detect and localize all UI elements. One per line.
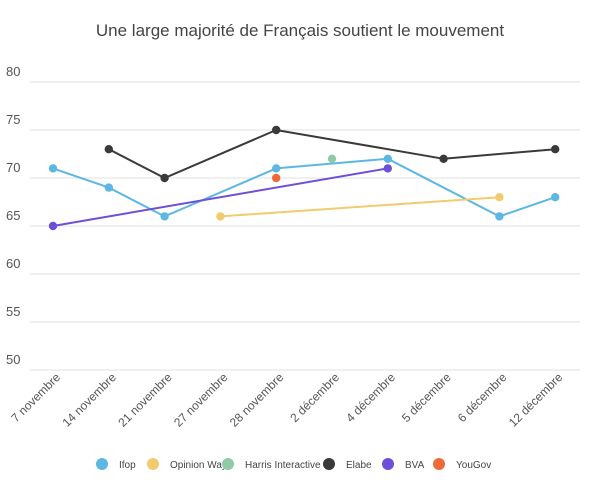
legend-marker bbox=[222, 458, 234, 470]
data-point-ifop[interactable] bbox=[104, 183, 114, 192]
data-point-bva[interactable] bbox=[383, 164, 392, 173]
legend-label: Elabe bbox=[346, 460, 372, 471]
y-tick-label: 50 bbox=[6, 352, 20, 367]
series-elabe bbox=[104, 125, 560, 183]
legend-label: BVA bbox=[405, 460, 425, 471]
series-opinion-way bbox=[216, 193, 504, 221]
data-point-elabe[interactable] bbox=[104, 145, 114, 154]
x-tick-label: 14 novembre bbox=[59, 370, 119, 430]
series-line-elabe bbox=[108, 128, 556, 180]
y-tick-label: 75 bbox=[6, 112, 20, 127]
data-point-opinion-way[interactable] bbox=[495, 193, 504, 202]
y-axis: 50 55 60 65 70 75 80 bbox=[6, 64, 20, 367]
x-tick-label: 27 novembre bbox=[171, 370, 231, 430]
legend-label: Opinion Way bbox=[170, 460, 227, 471]
data-point-elabe[interactable] bbox=[551, 145, 560, 154]
legend-item[interactable]: Opinion Way bbox=[147, 458, 227, 471]
series-bva bbox=[48, 164, 392, 231]
data-point-ifop[interactable] bbox=[272, 164, 281, 173]
y-tick-label: 60 bbox=[6, 256, 20, 271]
legend-marker bbox=[96, 458, 108, 470]
data-point-ifop[interactable] bbox=[160, 212, 169, 221]
data-point-elabe[interactable] bbox=[160, 173, 169, 183]
series-line-ifop bbox=[52, 157, 556, 218]
x-tick-label: 28 novembre bbox=[227, 370, 287, 430]
data-point-opinion-way[interactable] bbox=[216, 212, 225, 221]
series-yougov bbox=[272, 173, 281, 183]
series-line-opinion-way bbox=[220, 196, 500, 218]
legend-item[interactable]: Elabe bbox=[323, 458, 372, 471]
data-point-ifop[interactable] bbox=[551, 193, 560, 202]
plot-area bbox=[48, 125, 560, 231]
data-point-ifop[interactable] bbox=[383, 154, 392, 163]
x-tick-label: 2 décembre bbox=[287, 370, 342, 425]
legend-item[interactable]: YouGov bbox=[433, 458, 491, 471]
series-harris-interactive bbox=[327, 154, 337, 163]
x-tick-label: 4 décembre bbox=[343, 370, 398, 425]
data-point-elabe[interactable] bbox=[439, 154, 448, 163]
x-tick-label: 12 décembre bbox=[506, 370, 566, 430]
x-tick-label: 6 décembre bbox=[455, 370, 510, 425]
data-point-ifop[interactable] bbox=[495, 212, 504, 221]
legend-label: Harris Interactive bbox=[245, 460, 321, 471]
legend-marker bbox=[433, 458, 445, 470]
legend-label: YouGov bbox=[456, 460, 491, 471]
x-tick-label: 7 novembre bbox=[8, 370, 63, 425]
y-tick-label: 65 bbox=[6, 208, 20, 223]
legend-marker bbox=[323, 458, 335, 470]
legend-marker bbox=[382, 458, 394, 470]
legend: Ifop Opinion Way Harris Interactive Elabe BV… bbox=[96, 458, 491, 471]
legend-label: Ifop bbox=[119, 460, 136, 471]
grid bbox=[30, 81, 580, 371]
data-point-yougov[interactable] bbox=[272, 173, 281, 183]
data-point-ifop[interactable] bbox=[48, 164, 58, 173]
chart-title: Une large majorité de Français soutient … bbox=[96, 21, 504, 40]
data-point-harris-interactive[interactable] bbox=[327, 154, 337, 163]
y-tick-label: 55 bbox=[6, 304, 20, 319]
x-tick-label: 21 novembre bbox=[115, 370, 175, 430]
series-line-bva bbox=[52, 167, 388, 227]
y-tick-label: 70 bbox=[6, 160, 20, 175]
legend-item[interactable]: Harris Interactive bbox=[222, 458, 321, 471]
data-point-bva[interactable] bbox=[48, 221, 58, 231]
legend-item[interactable]: Ifop bbox=[96, 458, 136, 471]
data-point-elabe[interactable] bbox=[272, 125, 281, 135]
x-tick-label: 5 décembre bbox=[399, 370, 454, 425]
legend-marker bbox=[147, 458, 159, 470]
legend-item[interactable]: BVA bbox=[382, 458, 425, 471]
y-tick-label: 80 bbox=[6, 64, 20, 79]
series-ifop bbox=[48, 154, 560, 221]
